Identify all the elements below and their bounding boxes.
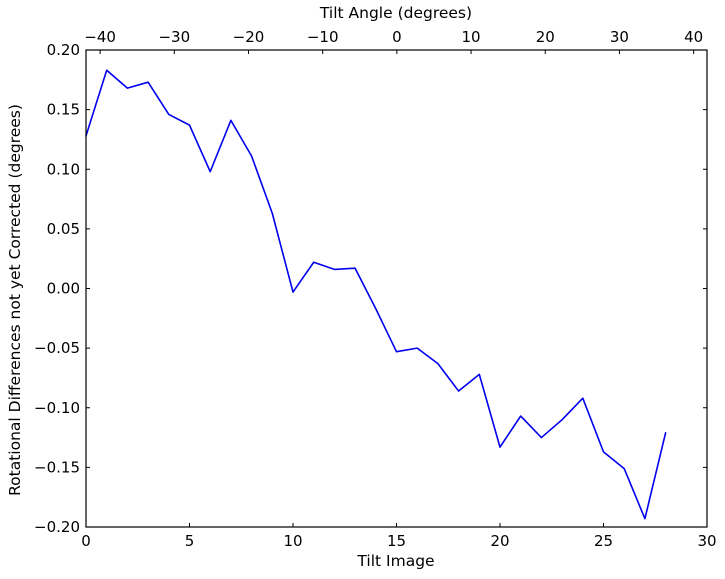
y-tick-label: 0.15 — [47, 101, 80, 119]
y-tick-label: 0.00 — [47, 280, 80, 298]
top-tick-label: 30 — [610, 28, 629, 46]
y-tick-label: 0.05 — [47, 220, 80, 238]
y-tick-label: −0.15 — [34, 458, 80, 476]
data-line — [85, 69, 667, 520]
x-tick-label: 0 — [81, 532, 91, 550]
top-tick-label: −10 — [307, 28, 339, 46]
x-tick-label: 5 — [185, 532, 195, 550]
x-tick-label: 20 — [490, 532, 509, 550]
y-axis-title: Rotational Differences not yet Corrected… — [6, 104, 24, 496]
top-tick-label: −30 — [158, 28, 190, 46]
top-axis-title: Tilt Angle (degrees) — [319, 4, 472, 22]
y-tick-label: −0.20 — [34, 518, 80, 536]
x-tick-label: 15 — [387, 532, 406, 550]
plot-generated-content: 0 5 10 15 20 25 30 −40 −30 −20 −10 0 10 20 30 40 0.20 0.1… — [34, 28, 717, 550]
top-tick-label: 0 — [392, 28, 402, 46]
x-tick-label: 25 — [594, 532, 613, 550]
y-tick-label: −0.05 — [34, 339, 80, 357]
x-tick-label: 30 — [697, 532, 716, 550]
x-tick-label: 10 — [283, 532, 302, 550]
y-tick-label: −0.10 — [34, 399, 80, 417]
top-tick-label: 40 — [684, 28, 703, 46]
plot-frame — [85, 49, 708, 528]
top-tick-label: 10 — [462, 28, 481, 46]
y-tick-label: 0.20 — [47, 41, 80, 59]
top-tick-label: −20 — [233, 28, 265, 46]
top-tick-label: −40 — [84, 28, 116, 46]
y-tick-label: 0.10 — [47, 160, 80, 178]
x-axis-title: Tilt Image — [356, 552, 434, 570]
top-tick-label: 20 — [536, 28, 555, 46]
